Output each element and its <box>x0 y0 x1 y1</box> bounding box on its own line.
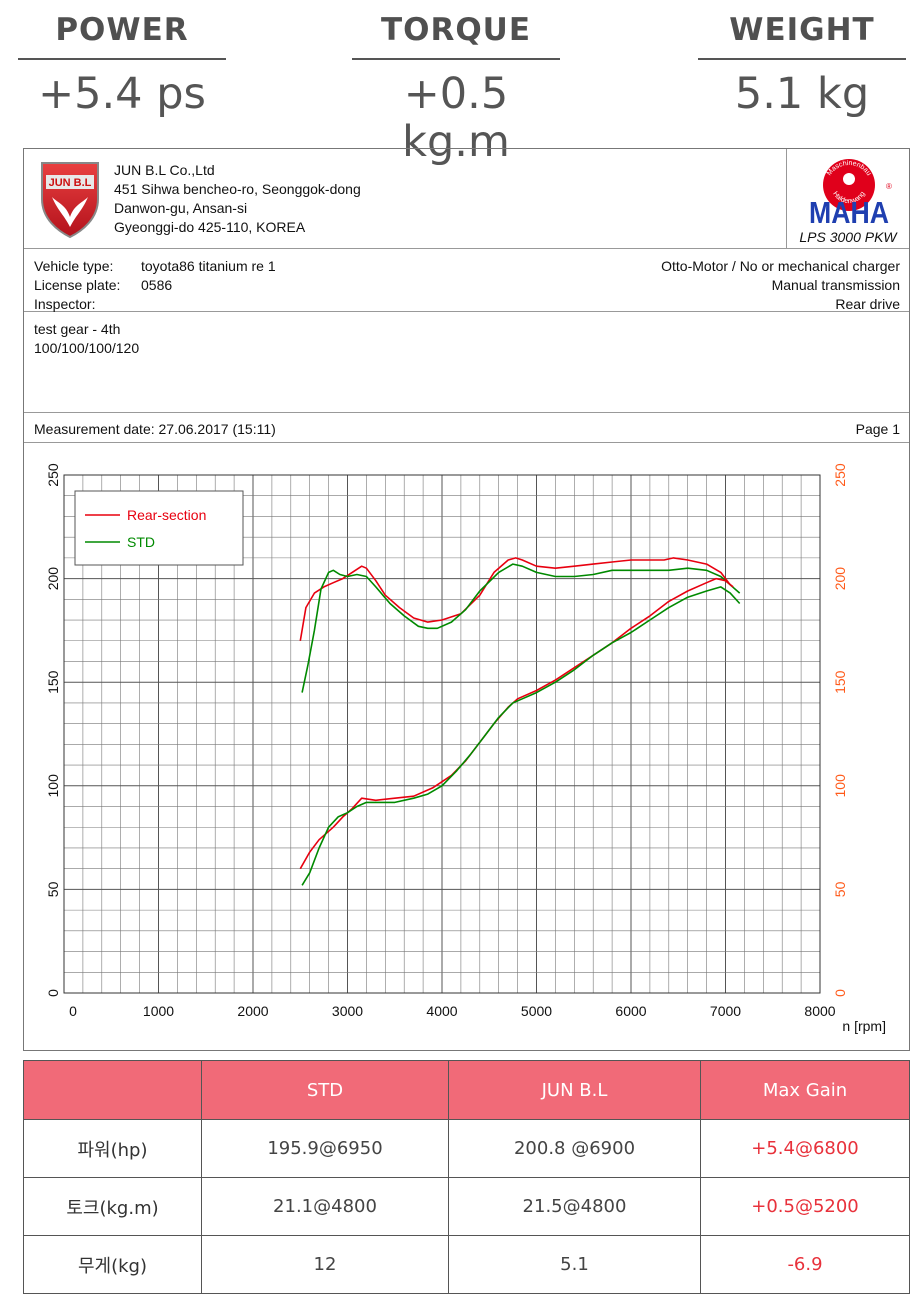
weight-stat: WEIGHT 5.1 kg <box>698 0 906 118</box>
torque-label: TORQUE <box>380 12 532 48</box>
gain-value: +5.4@6800 <box>700 1119 910 1178</box>
plot-frame <box>63 474 821 994</box>
note-line: 100/100/100/120 <box>34 340 140 356</box>
std-value: 12 <box>201 1235 449 1294</box>
dyno-report: JUN B.L JUN B.L Co.,Ltd 451 Sihwa benche… <box>23 148 910 1051</box>
license-plate-value: 0586 <box>141 277 173 293</box>
y-tick-label-right: 250 <box>832 463 848 487</box>
drive-type: Rear drive <box>835 296 900 312</box>
y-tick-label-left: 0 <box>45 989 61 997</box>
x-tick-label: 0 <box>69 1003 77 1019</box>
row-label: 무게(kg) <box>23 1235 202 1294</box>
torque-stat: TORQUE +0.5 kg.m <box>352 0 560 166</box>
y-tick-label-left: 50 <box>45 881 61 897</box>
company-address: JUN B.L Co.,Ltd 451 Sihwa bencheo-ro, Se… <box>114 161 361 237</box>
y-tick-label-right: 100 <box>832 774 848 798</box>
y-tick-label-right: 150 <box>832 670 848 694</box>
x-axis-label: n [rpm] <box>842 1018 886 1034</box>
maha-logo: Maschinenbau Haldenwang ® MAHA <box>809 159 892 230</box>
y-tick-label-left: 100 <box>45 774 61 798</box>
power-label: POWER <box>55 12 189 48</box>
chart-legend: Rear-section STD <box>74 490 244 566</box>
gain-value: -6.9 <box>700 1235 910 1294</box>
x-tick-label: 4000 <box>426 1003 457 1019</box>
jun-value: 5.1 <box>448 1235 701 1294</box>
vehicle-type-value: toyota86 titanium re 1 <box>141 258 276 274</box>
y-tick-label-left: 150 <box>45 670 61 694</box>
std-value: 195.9@6950 <box>201 1119 449 1178</box>
page-number: Page 1 <box>855 421 900 437</box>
y-tick-label-right: 50 <box>832 881 848 897</box>
vehicle-info: Vehicle type: toyota86 titanium re 1 Lice… <box>24 249 909 312</box>
y-tick-labels-right: 0 50 100 150 200 250 <box>832 463 848 997</box>
header-cell: STD <box>201 1060 449 1120</box>
weight-label: WEIGHT <box>729 12 875 48</box>
address-line: Danwon-gu, Ansan-si <box>114 200 248 216</box>
x-tick-label: 7000 <box>710 1003 741 1019</box>
inspector-label: Inspector: <box>34 296 96 312</box>
measurement-bar: Measurement date: 27.06.2017 (15:11) Pag… <box>24 413 909 443</box>
gain-value: +0.5@5200 <box>700 1177 910 1236</box>
notes-section: test gear - 4th 100/100/100/120 <box>24 312 909 413</box>
dyno-chart: 0 1000 2000 3000 4000 5000 6000 7000 8000 050100… <box>45 463 886 1034</box>
x-tick-labels: 0 1000 2000 3000 4000 5000 6000 7000 8000 <box>69 1003 836 1019</box>
header-cell: Max Gain <box>700 1060 910 1120</box>
y-tick-label-right: 0 <box>832 989 848 997</box>
legend-label: Rear-section <box>127 507 206 523</box>
y-tick-label-left: 250 <box>45 463 61 487</box>
x-tick-label: 8000 <box>804 1003 835 1019</box>
table-row: 파워(hp) 195.9@6950 200.8 @6900 +5.4@6800 <box>23 1119 910 1178</box>
chart-grid <box>63 474 821 994</box>
power-divider <box>18 58 226 60</box>
std-value: 21.1@4800 <box>201 1177 449 1236</box>
chart-lines <box>299 557 741 886</box>
y-tick-labels-left: 0 50 100 150 200 250 <box>45 463 61 997</box>
series-line-torque-std <box>301 563 741 693</box>
row-label: 토크(kg.m) <box>23 1177 202 1236</box>
x-tick-label: 3000 <box>332 1003 363 1019</box>
series-line-power-std <box>301 586 741 886</box>
address-line: Gyeonggi-do 425-110, KOREA <box>114 219 306 235</box>
license-plate-label: License plate: <box>34 277 121 293</box>
row-label: 파워(hp) <box>23 1119 202 1178</box>
jun-value: 200.8 @6900 <box>448 1119 701 1178</box>
gear-icon <box>843 173 855 185</box>
legend-label: STD <box>127 534 155 550</box>
power-value: +5.4 ps <box>38 69 206 119</box>
x-tick-label: 5000 <box>521 1003 552 1019</box>
table-header-row: STD JUN B.L Max Gain <box>23 1060 910 1120</box>
maha-logo-box: Maschinenbau Haldenwang ® MAHA LPS 3000 … <box>786 149 909 249</box>
vehicle-type-label: Vehicle type: <box>34 258 114 274</box>
x-tick-label: 1000 <box>143 1003 174 1019</box>
y-tick-label-left: 200 <box>45 567 61 591</box>
results-table: STD JUN B.L Max Gain 파워(hp) 195.9@6950 2… <box>23 1060 910 1294</box>
power-stat: POWER +5.4 ps <box>18 0 226 118</box>
jun-value: 21.5@4800 <box>448 1177 701 1236</box>
table-row: 토크(kg.m) 21.1@4800 21.5@4800 +0.5@5200 <box>23 1177 910 1236</box>
x-tick-label: 2000 <box>237 1003 268 1019</box>
legend-box <box>74 490 244 566</box>
logo-text: JUN B.L <box>49 177 92 189</box>
address-line: JUN B.L Co.,Ltd <box>114 162 215 178</box>
company-header: JUN B.L JUN B.L Co.,Ltd 451 Sihwa benche… <box>24 149 909 249</box>
note-line: test gear - 4th <box>34 321 121 337</box>
table-row: 무게(kg) 12 5.1 -6.9 <box>23 1235 910 1294</box>
transmission-type: Manual transmission <box>771 277 900 293</box>
x-tick-label: 6000 <box>615 1003 646 1019</box>
torque-value: +0.5 kg.m <box>402 69 510 167</box>
registered-mark: ® <box>886 182 892 191</box>
weight-divider <box>698 58 906 60</box>
header-cell <box>23 1060 202 1120</box>
address-line: 451 Sihwa bencheo-ro, Seonggok-dong <box>114 181 361 197</box>
weight-value: 5.1 kg <box>734 69 870 119</box>
jun-bl-logo: JUN B.L <box>38 159 102 244</box>
measurement-date: Measurement date: 27.06.2017 (15:11) <box>34 421 276 437</box>
torque-divider <box>352 58 560 60</box>
engine-type: Otto-Motor / No or mechanical charger <box>661 258 900 274</box>
y-tick-label-right: 200 <box>832 567 848 591</box>
maha-brand: MAHA <box>809 195 889 229</box>
header-cell: JUN B.L <box>448 1060 701 1120</box>
maha-model: LPS 3000 PKW <box>799 229 897 245</box>
